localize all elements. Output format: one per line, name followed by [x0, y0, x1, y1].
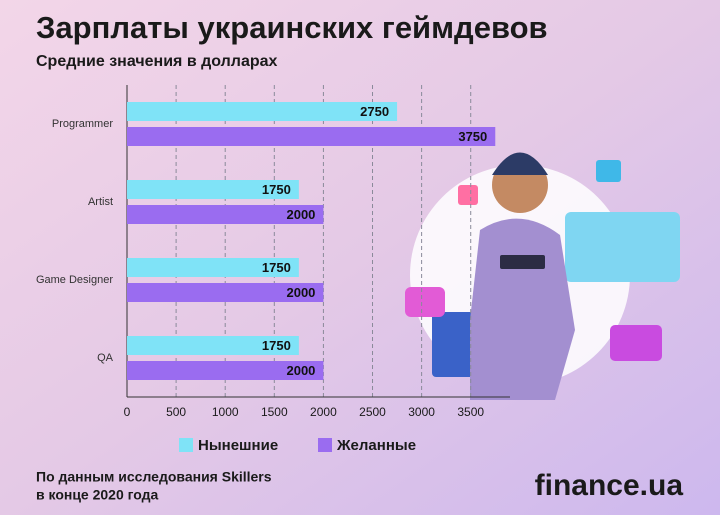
- source: По данным исследования Skillers: [36, 469, 272, 485]
- x-tick-label: 1500: [261, 405, 288, 419]
- value-label: 3750: [458, 129, 487, 144]
- bar: [127, 102, 398, 121]
- bar: [127, 180, 299, 199]
- x-tick-label: 500: [166, 405, 186, 419]
- x-tick-label: 2500: [359, 405, 386, 419]
- value-label: 2000: [286, 285, 315, 300]
- chart-title: Зарплаты украинских геймдевов: [36, 10, 548, 45]
- source: в конце 2020 года: [36, 487, 159, 503]
- bar: [127, 205, 324, 224]
- legend-label: Желанные: [336, 437, 416, 454]
- x-tick-label: 1000: [212, 405, 239, 419]
- y-tick-label: Game Designer: [36, 274, 113, 286]
- bar: [127, 361, 324, 380]
- legend-swatch: [318, 438, 332, 452]
- legend-label: Нынешние: [198, 437, 278, 454]
- legend-swatch: [179, 438, 193, 452]
- value-label: 2000: [286, 207, 315, 222]
- value-label: 2000: [286, 363, 315, 378]
- y-tick-label: Artist: [88, 196, 113, 208]
- value-label: 1750: [262, 182, 291, 197]
- bar: [127, 336, 299, 355]
- bar: [127, 258, 299, 277]
- value-label: 1750: [262, 260, 291, 275]
- value-label: 2750: [360, 104, 389, 119]
- value-label: 1750: [262, 338, 291, 353]
- x-tick-label: 3500: [457, 405, 484, 419]
- bar: [127, 283, 324, 302]
- x-tick-label: 2000: [310, 405, 337, 419]
- x-tick-label: 0: [124, 405, 131, 419]
- bar: [127, 127, 496, 146]
- illustration: [405, 152, 680, 400]
- chart-subtitle: Средние значения в долларах: [36, 53, 278, 70]
- x-tick-label: 3000: [408, 405, 435, 419]
- y-tick-label: QA: [97, 352, 114, 364]
- brand-logo: finance.ua: [535, 469, 684, 502]
- y-tick-label: Programmer: [52, 118, 113, 130]
